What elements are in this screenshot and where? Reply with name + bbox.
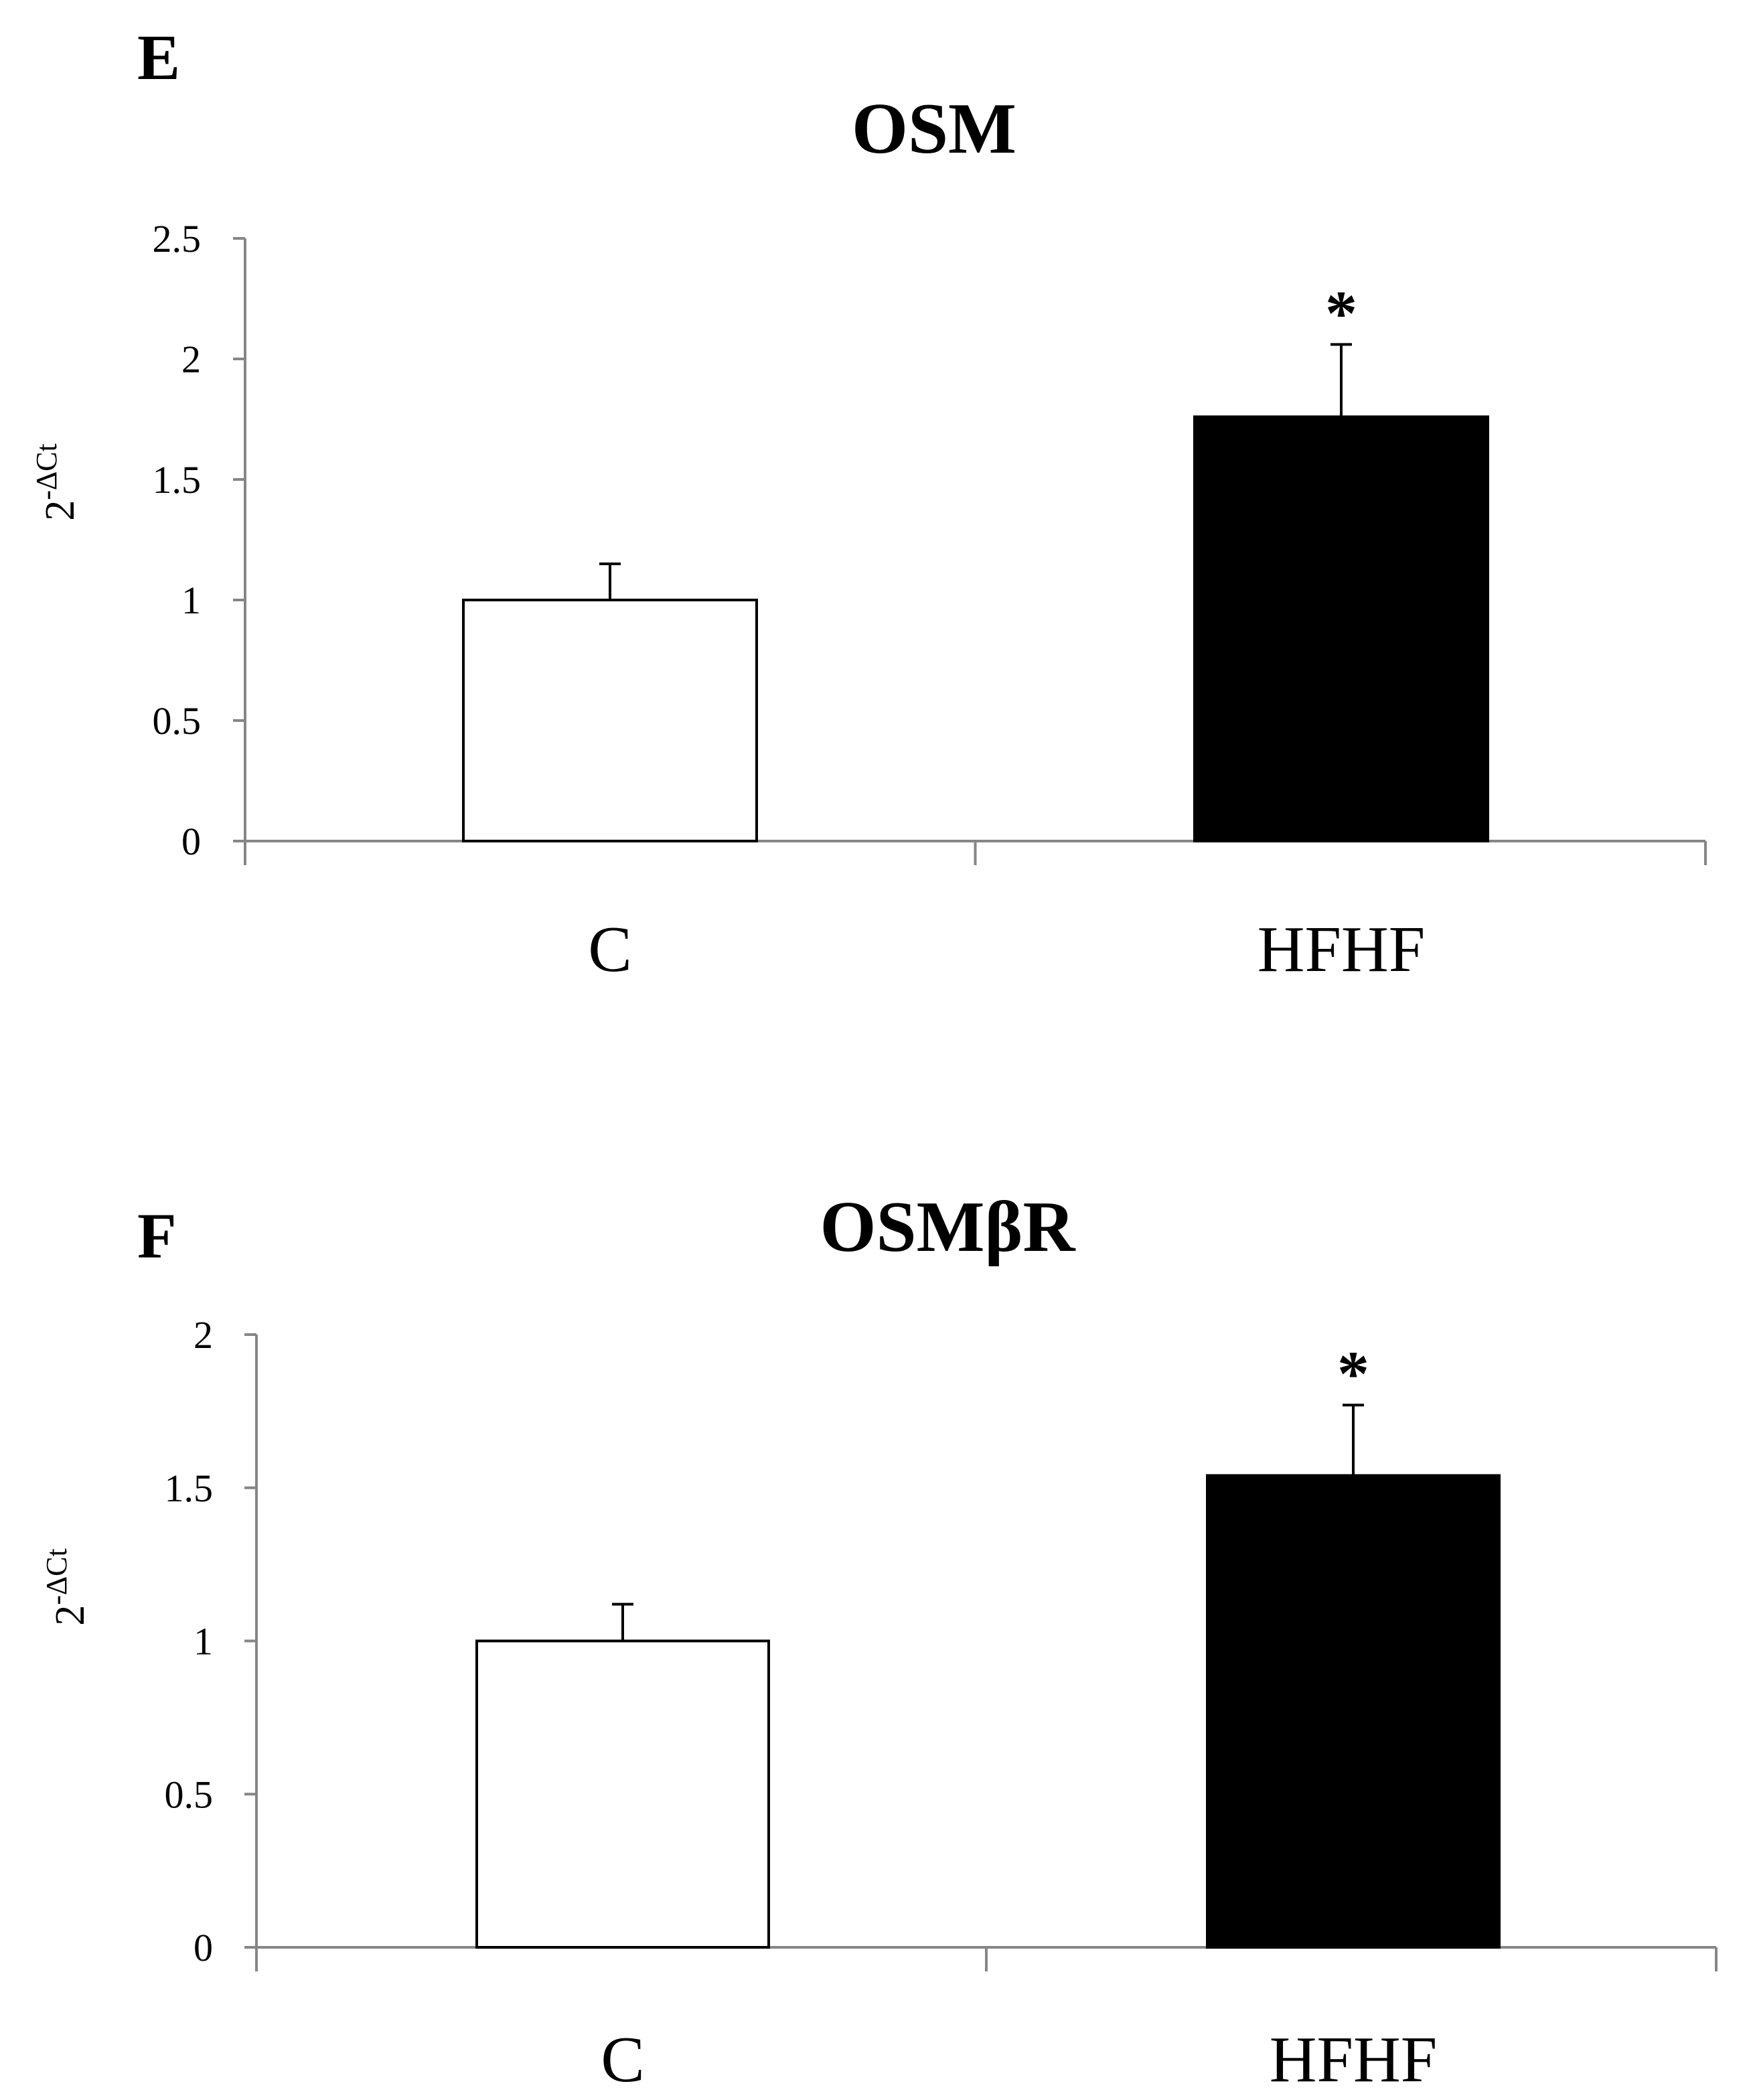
bar <box>475 1639 770 1949</box>
y-tick-label: 2 <box>194 1313 213 1357</box>
y-axis-label-base: 2 <box>37 500 83 521</box>
y-axis-label-superscript: -ΔCt <box>30 443 63 500</box>
x-axis-osm: C HFHF <box>244 840 1707 986</box>
bars-osmbr: * <box>475 1338 1501 1949</box>
bar <box>1193 415 1489 842</box>
y-axis-label-osmbr: 2-ΔCt <box>40 1548 93 1626</box>
panel-label-e: E <box>137 21 180 93</box>
chart-title-osm: OSM <box>852 89 1016 169</box>
y-axis-osm: 0 0.5 1 1.5 2 2.5 <box>153 217 246 863</box>
y-axis-label-osm: 2-ΔCt <box>30 443 83 521</box>
x-category-label: HFHF <box>1258 913 1426 986</box>
y-tick-label: 1.5 <box>153 458 202 502</box>
x-category-label: HFHF <box>1270 2024 1438 2096</box>
y-tick-label: 1.5 <box>165 1467 214 1510</box>
bar <box>1206 1474 1501 1949</box>
x-category-label: C <box>601 2024 644 2096</box>
y-tick-label: 0 <box>194 1926 213 1969</box>
chart-osmbr: F OSMβR 2-ΔCt 00.511.52 C HFHF * <box>40 1187 1718 2096</box>
chart-osm: E OSM 2-ΔCt 00.511.522.5 C HFHF * <box>30 21 1707 986</box>
y-tick-label: 0.5 <box>153 699 202 743</box>
y-axis-label-base: 2 <box>48 1605 93 1626</box>
y-tick-label: 2.5 <box>153 217 202 260</box>
panel-label-f: F <box>137 1200 177 1272</box>
x-category-label: C <box>588 913 631 986</box>
y-tick-label: 0.5 <box>165 1773 214 1816</box>
x-axis-osmbr: C HFHF <box>255 1946 1718 2096</box>
y-axis-osmbr: 0 0.5 1 1.5 2 <box>165 1313 258 1969</box>
significance-marker: * <box>1325 277 1357 349</box>
significance-marker: * <box>1337 1338 1369 1410</box>
y-tick-label: 1 <box>181 579 201 622</box>
bar <box>462 599 758 842</box>
chart-title-osmbr: OSMβR <box>820 1187 1076 1267</box>
bars-osm: * <box>462 277 1489 842</box>
y-tick-label: 0 <box>181 820 201 863</box>
y-axis-label-superscript: -ΔCt <box>40 1548 73 1605</box>
y-tick-label: 1 <box>194 1620 213 1663</box>
y-tick-label: 2 <box>181 338 201 381</box>
